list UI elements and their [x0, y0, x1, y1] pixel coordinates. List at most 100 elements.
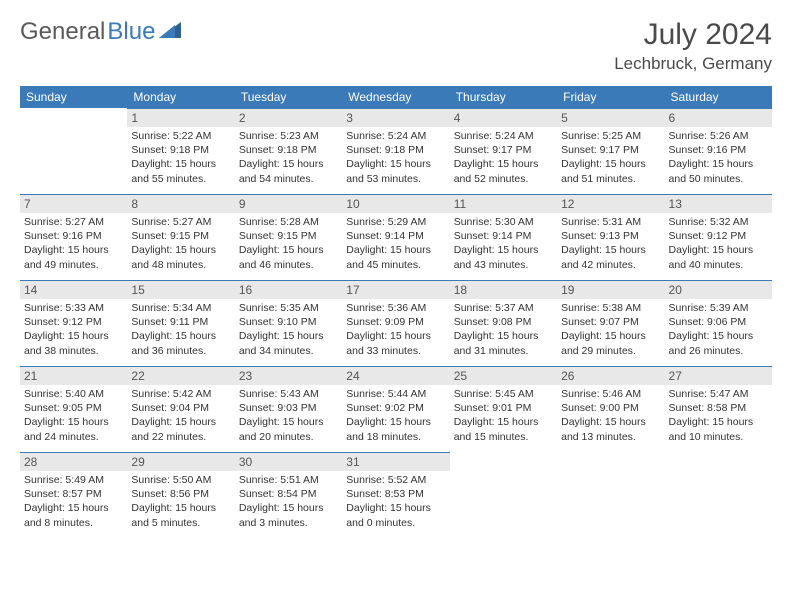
day-number: 3 [342, 108, 449, 127]
calendar-cell: 12 Sunrise: 5:31 AMSunset: 9:13 PMDayligh… [557, 194, 664, 280]
calendar-cell: 8 Sunrise: 5:27 AMSunset: 9:15 PMDaylight… [127, 194, 234, 280]
day-number: 22 [127, 366, 234, 385]
day-info: Sunrise: 5:42 AMSunset: 9:04 PMDaylight:… [131, 387, 230, 444]
calendar-cell: 29 Sunrise: 5:50 AMSunset: 8:56 PMDayligh… [127, 452, 234, 538]
day-number: 11 [450, 194, 557, 213]
calendar-cell [20, 108, 127, 194]
calendar-cell: 2Sunrise: 5:23 AMSunset: 9:18 PMDaylight… [235, 108, 342, 194]
day-number: 28 [20, 452, 127, 471]
day-number: 1 [127, 108, 234, 127]
day-number: 31 [342, 452, 449, 471]
day-number: 8 [127, 194, 234, 213]
day-info: Sunrise: 5:29 AMSunset: 9:14 PMDaylight:… [346, 215, 445, 272]
calendar-cell: 22 Sunrise: 5:42 AMSunset: 9:04 PMDayligh… [127, 366, 234, 452]
calendar-cell: 3Sunrise: 5:24 AMSunset: 9:18 PMDaylight… [342, 108, 449, 194]
calendar-cell: 11Sunrise: 5:30 AMSunset: 9:14 PMDayligh… [450, 194, 557, 280]
calendar-body: 1 Sunrise: 5:22 AMSunset: 9:18 PMDaylight… [20, 108, 772, 538]
calendar-cell [665, 452, 772, 538]
weekday-header: Saturday [665, 86, 772, 108]
day-number: 2 [235, 108, 342, 127]
day-info: Sunrise: 5:26 AMSunset: 9:16 PMDaylight:… [669, 129, 768, 186]
day-number: 25 [450, 366, 557, 385]
day-info: Sunrise: 5:24 AMSunset: 9:17 PMDaylight:… [454, 129, 553, 186]
day-info: Sunrise: 5:32 AMSunset: 9:12 PMDaylight:… [669, 215, 768, 272]
calendar-cell: 7 Sunrise: 5:27 AMSunset: 9:16 PMDaylight… [20, 194, 127, 280]
weekday-header: Sunday [20, 86, 127, 108]
calendar-head: SundayMondayTuesdayWednesdayThursdayFrid… [20, 86, 772, 108]
day-number: 16 [235, 280, 342, 299]
calendar-cell: 26 Sunrise: 5:46 AMSunset: 9:00 PMDayligh… [557, 366, 664, 452]
day-info: Sunrise: 5:27 AMSunset: 9:16 PMDaylight:… [24, 215, 123, 272]
calendar-cell: 14Sunrise: 5:33 AMSunset: 9:12 PMDayligh… [20, 280, 127, 366]
location-label: Lechbruck, Germany [614, 54, 772, 74]
calendar-cell: 19 Sunrise: 5:38 AMSunset: 9:07 PMDayligh… [557, 280, 664, 366]
day-number: 4 [450, 108, 557, 127]
calendar-cell: 30Sunrise: 5:51 AMSunset: 8:54 PMDayligh… [235, 452, 342, 538]
calendar-cell: 10 Sunrise: 5:29 AMSunset: 9:14 PMDayligh… [342, 194, 449, 280]
day-info: Sunrise: 5:44 AMSunset: 9:02 PMDaylight:… [346, 387, 445, 444]
day-info: Sunrise: 5:52 AMSunset: 8:53 PMDaylight:… [346, 473, 445, 530]
calendar-cell: 20 Sunrise: 5:39 AMSunset: 9:06 PMDayligh… [665, 280, 772, 366]
day-number: 15 [127, 280, 234, 299]
calendar-cell: 23 Sunrise: 5:43 AMSunset: 9:03 PMDayligh… [235, 366, 342, 452]
calendar-cell: 31 Sunrise: 5:52 AMSunset: 8:53 PMDayligh… [342, 452, 449, 538]
day-number: 27 [665, 366, 772, 385]
calendar-cell: 1 Sunrise: 5:22 AMSunset: 9:18 PMDaylight… [127, 108, 234, 194]
day-info: Sunrise: 5:22 AMSunset: 9:18 PMDaylight:… [131, 129, 230, 186]
month-title: July 2024 [614, 18, 772, 52]
calendar-cell: 18Sunrise: 5:37 AMSunset: 9:08 PMDayligh… [450, 280, 557, 366]
day-info: Sunrise: 5:34 AMSunset: 9:11 PMDaylight:… [131, 301, 230, 358]
day-info: Sunrise: 5:40 AMSunset: 9:05 PMDaylight:… [24, 387, 123, 444]
brand-name-b: Blue [107, 18, 155, 46]
day-info: Sunrise: 5:45 AMSunset: 9:01 PMDaylight:… [454, 387, 553, 444]
calendar-cell: 15 Sunrise: 5:34 AMSunset: 9:11 PMDayligh… [127, 280, 234, 366]
day-info: Sunrise: 5:28 AMSunset: 9:15 PMDaylight:… [239, 215, 338, 272]
calendar-cell: 27 Sunrise: 5:47 AMSunset: 8:58 PMDayligh… [665, 366, 772, 452]
day-number: 9 [235, 194, 342, 213]
weekday-header: Thursday [450, 86, 557, 108]
weekday-header: Tuesday [235, 86, 342, 108]
day-number: 29 [127, 452, 234, 471]
day-info: Sunrise: 5:25 AMSunset: 9:17 PMDaylight:… [561, 129, 660, 186]
day-number: 17 [342, 280, 449, 299]
calendar-cell [450, 452, 557, 538]
day-number: 10 [342, 194, 449, 213]
day-info: Sunrise: 5:47 AMSunset: 8:58 PMDaylight:… [669, 387, 768, 444]
calendar-cell: 21 Sunrise: 5:40 AMSunset: 9:05 PMDayligh… [20, 366, 127, 452]
day-number: 21 [20, 366, 127, 385]
brand-logo: GeneralBlue [20, 18, 181, 46]
day-number: 26 [557, 366, 664, 385]
calendar-cell: 5 Sunrise: 5:25 AMSunset: 9:17 PMDaylight… [557, 108, 664, 194]
calendar-cell: 16Sunrise: 5:35 AMSunset: 9:10 PMDayligh… [235, 280, 342, 366]
day-info: Sunrise: 5:46 AMSunset: 9:00 PMDaylight:… [561, 387, 660, 444]
day-number: 7 [20, 194, 127, 213]
calendar-cell: 13Sunrise: 5:32 AMSunset: 9:12 PMDayligh… [665, 194, 772, 280]
day-number: 24 [342, 366, 449, 385]
day-info: Sunrise: 5:39 AMSunset: 9:06 PMDaylight:… [669, 301, 768, 358]
day-number: 12 [557, 194, 664, 213]
day-number: 5 [557, 108, 664, 127]
day-number: 18 [450, 280, 557, 299]
calendar-cell: 6Sunrise: 5:26 AMSunset: 9:16 PMDaylight… [665, 108, 772, 194]
day-info: Sunrise: 5:43 AMSunset: 9:03 PMDaylight:… [239, 387, 338, 444]
calendar-cell: 28 Sunrise: 5:49 AMSunset: 8:57 PMDayligh… [20, 452, 127, 538]
calendar-cell: 24 Sunrise: 5:44 AMSunset: 9:02 PMDayligh… [342, 366, 449, 452]
day-info: Sunrise: 5:38 AMSunset: 9:07 PMDaylight:… [561, 301, 660, 358]
brand-name-a: General [20, 18, 105, 46]
weekday-header: Friday [557, 86, 664, 108]
day-number: 14 [20, 280, 127, 299]
day-number: 30 [235, 452, 342, 471]
weekday-header: Wednesday [342, 86, 449, 108]
calendar-cell: 17Sunrise: 5:36 AMSunset: 9:09 PMDayligh… [342, 280, 449, 366]
day-number: 19 [557, 280, 664, 299]
day-info: Sunrise: 5:49 AMSunset: 8:57 PMDaylight:… [24, 473, 123, 530]
day-number: 20 [665, 280, 772, 299]
day-number: 23 [235, 366, 342, 385]
brand-sail-icon [159, 22, 181, 38]
day-info: Sunrise: 5:27 AMSunset: 9:15 PMDaylight:… [131, 215, 230, 272]
day-info: Sunrise: 5:31 AMSunset: 9:13 PMDaylight:… [561, 215, 660, 272]
calendar-cell [557, 452, 664, 538]
weekday-header: Monday [127, 86, 234, 108]
day-info: Sunrise: 5:50 AMSunset: 8:56 PMDaylight:… [131, 473, 230, 530]
calendar-table: SundayMondayTuesdayWednesdayThursdayFrid… [20, 86, 772, 538]
